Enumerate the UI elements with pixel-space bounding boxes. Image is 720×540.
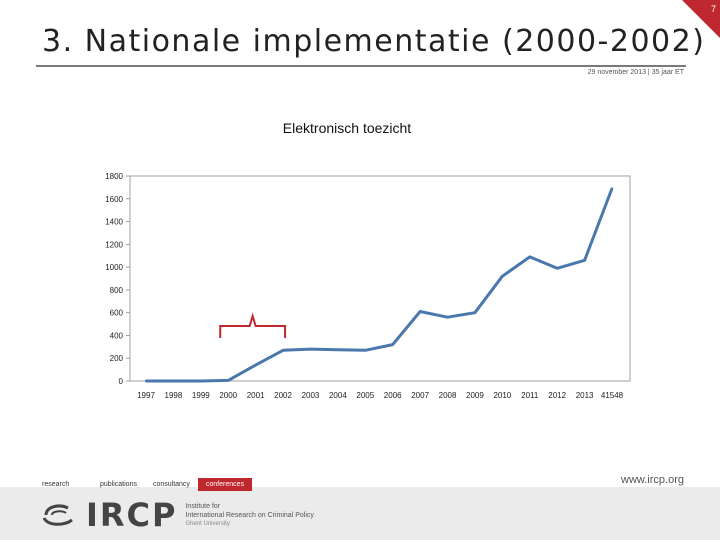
x-tick-label: 2010 <box>493 391 511 400</box>
data-point <box>199 379 203 383</box>
x-tick-label: 2004 <box>329 391 347 400</box>
plot-area <box>129 175 631 382</box>
page-number: 7 <box>710 4 716 14</box>
slide-title: 3. Nationale implementatie (2000-2002) <box>42 24 706 59</box>
bracket-annotation <box>219 312 287 338</box>
x-tick-label: 2013 <box>576 391 594 400</box>
data-point <box>501 275 504 278</box>
ircp-logo: IRCP Institute for International Researc… <box>42 496 314 534</box>
data-point <box>281 349 285 352</box>
x-tick-label: 1997 <box>137 391 155 400</box>
data-point <box>227 379 230 382</box>
tag-research[interactable]: research <box>42 481 70 488</box>
footer-tags: research publications consultancy confer… <box>42 478 253 491</box>
x-tick-label: 2001 <box>247 391 265 400</box>
x-tick-label: 2003 <box>302 391 320 400</box>
tag-conferences[interactable]: conferences <box>197 478 253 491</box>
x-tick-label: 1999 <box>192 391 210 400</box>
data-point <box>446 316 449 319</box>
x-tick-label: 2002 <box>274 391 292 400</box>
data-point <box>144 379 148 383</box>
y-tick-label: 1400 <box>105 218 123 227</box>
x-tick-label: 41548 <box>601 391 624 400</box>
data-point <box>254 363 257 367</box>
data-point <box>473 311 477 314</box>
x-tick-label: 2006 <box>384 391 402 400</box>
data-point <box>391 343 394 346</box>
tag-publications[interactable]: publications <box>100 481 137 488</box>
corner-accent <box>682 0 720 38</box>
x-tick-label: 2005 <box>356 391 374 400</box>
x-tick-label: 2011 <box>521 391 539 400</box>
chart-title: Elektronisch toezicht <box>283 120 412 136</box>
logo-sub-line-1: Institute for <box>185 502 221 510</box>
y-tick-label: 1600 <box>105 195 123 204</box>
data-point <box>418 310 422 313</box>
data-point <box>364 349 367 352</box>
logo-sub-line-2: International Research on Criminal Polic… <box>185 511 314 519</box>
footer-band <box>0 487 720 540</box>
series-line <box>146 187 614 383</box>
website-link[interactable]: www.ircp.org <box>621 474 684 486</box>
data-point <box>172 379 175 383</box>
x-tick-label: 2012 <box>548 391 566 400</box>
data-point <box>610 187 614 190</box>
y-tick-label: 0 <box>119 377 124 386</box>
x-tick-label: 2008 <box>439 391 457 400</box>
y-tick-label: 800 <box>110 286 124 295</box>
line-chart: Elektronisch toezicht 0 200 400 600 800 1000 1… <box>105 120 631 400</box>
logo-subtitle: Institute for International Research on … <box>185 502 313 529</box>
data-point <box>336 348 340 351</box>
logo-text: IRCP <box>86 496 178 534</box>
title-divider <box>36 65 686 67</box>
data-point <box>583 259 586 262</box>
y-tick-label: 1200 <box>105 240 123 249</box>
data-point <box>309 347 312 351</box>
tag-consultancy[interactable]: consultancy <box>152 481 190 488</box>
data-point <box>528 255 531 259</box>
y-tick-label: 1800 <box>105 172 123 181</box>
x-tick-label: 1998 <box>165 391 183 400</box>
y-tick-label: 1000 <box>105 263 123 272</box>
data-point <box>555 267 559 270</box>
date-line: 29 november 2013 | 35 jaar ET <box>587 69 684 76</box>
logo-sub-line-3: Ghent University <box>185 520 230 527</box>
x-tick-label: 2000 <box>219 391 237 400</box>
y-tick-label: 600 <box>110 309 124 318</box>
y-tick-label: 400 <box>110 331 124 340</box>
y-tick-label: 200 <box>110 354 124 363</box>
x-tick-label: 2009 <box>466 391 484 400</box>
x-tick-label: 2007 <box>411 391 429 400</box>
logo-mark-icon <box>42 504 73 526</box>
